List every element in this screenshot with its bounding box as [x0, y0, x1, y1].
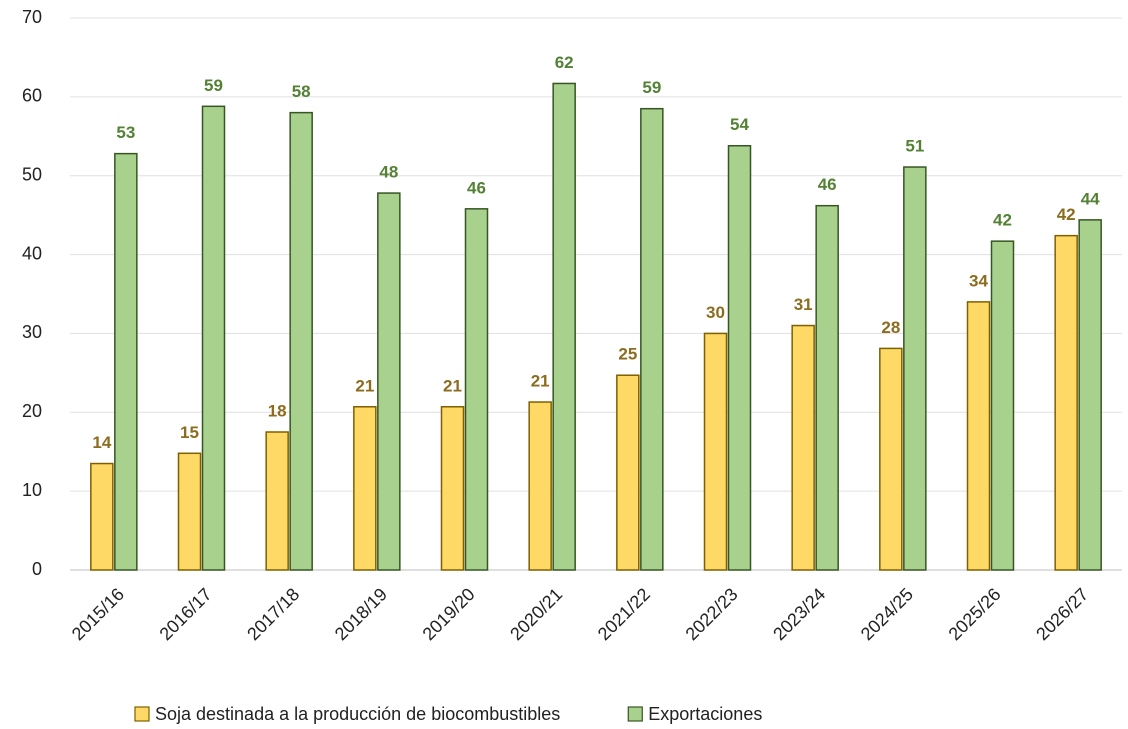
bar	[440, 406, 465, 571]
y-tick-label: 50	[22, 164, 42, 184]
x-tick-label: 2015/16	[68, 584, 128, 644]
x-tick-label: 2019/20	[419, 584, 479, 644]
x-tick-label: 2025/26	[945, 584, 1005, 644]
legend-swatch	[627, 706, 643, 722]
data-label: 58	[292, 82, 311, 101]
bar	[464, 208, 489, 571]
bar	[90, 462, 114, 571]
legend-label: Exportaciones	[648, 704, 762, 724]
data-label: 21	[443, 376, 462, 395]
bar	[177, 452, 202, 571]
data-label: 31	[794, 295, 813, 314]
bar	[114, 152, 138, 571]
data-label: 46	[818, 175, 837, 194]
bar	[265, 431, 289, 571]
data-label: 15	[180, 423, 199, 442]
data-label: 59	[204, 76, 223, 95]
data-label: 42	[1057, 205, 1076, 224]
bar	[552, 82, 576, 571]
bar	[201, 105, 226, 571]
bar	[727, 144, 752, 571]
data-label: 25	[618, 345, 637, 364]
data-label: 21	[531, 372, 550, 391]
data-label: 34	[969, 271, 988, 290]
y-tick-label: 40	[22, 243, 42, 263]
bar	[966, 301, 991, 571]
x-tick-label: 2018/19	[331, 584, 391, 644]
y-tick-label: 70	[22, 7, 42, 27]
x-tick-label: 2021/22	[594, 584, 654, 644]
x-tick-label: 2016/17	[156, 584, 216, 644]
data-label: 46	[467, 178, 486, 197]
data-label: 21	[355, 376, 374, 395]
data-label: 54	[730, 115, 749, 134]
data-label: 48	[379, 163, 398, 182]
data-label: 53	[116, 123, 135, 142]
bar	[289, 111, 313, 571]
bar	[1054, 234, 1078, 571]
y-tick-label: 20	[22, 401, 42, 421]
x-tick-label: 2017/18	[243, 584, 303, 644]
legend-swatch	[134, 706, 150, 722]
data-label: 18	[268, 401, 287, 420]
data-label: 42	[993, 211, 1012, 230]
data-label: 44	[1081, 189, 1100, 208]
bar	[377, 192, 401, 571]
data-label: 59	[642, 78, 661, 97]
legend-label: Soja destinada a la producción de biocom…	[155, 704, 560, 724]
x-tick-label: 2023/24	[769, 584, 829, 644]
bar	[640, 107, 664, 571]
bar	[353, 406, 377, 571]
x-tick-label: 2024/25	[857, 584, 917, 644]
bar	[703, 332, 728, 571]
bar	[791, 324, 815, 571]
bar	[903, 166, 927, 571]
data-label: 51	[905, 137, 924, 156]
x-tick-label: 2026/27	[1032, 584, 1092, 644]
data-label: 30	[706, 303, 725, 322]
y-tick-label: 0	[32, 559, 42, 579]
bar	[1078, 219, 1102, 571]
y-tick-label: 10	[22, 480, 42, 500]
x-tick-label: 2020/21	[506, 584, 566, 644]
x-tick-label: 2022/23	[682, 584, 742, 644]
bar	[616, 374, 640, 571]
y-tick-label: 60	[22, 86, 42, 106]
bar	[990, 240, 1015, 571]
data-label: 28	[881, 318, 900, 337]
y-tick-label: 30	[22, 322, 42, 342]
bar	[879, 347, 903, 571]
bar	[815, 204, 839, 571]
data-label: 62	[555, 53, 574, 72]
bar	[528, 401, 552, 571]
data-label: 14	[92, 433, 111, 452]
